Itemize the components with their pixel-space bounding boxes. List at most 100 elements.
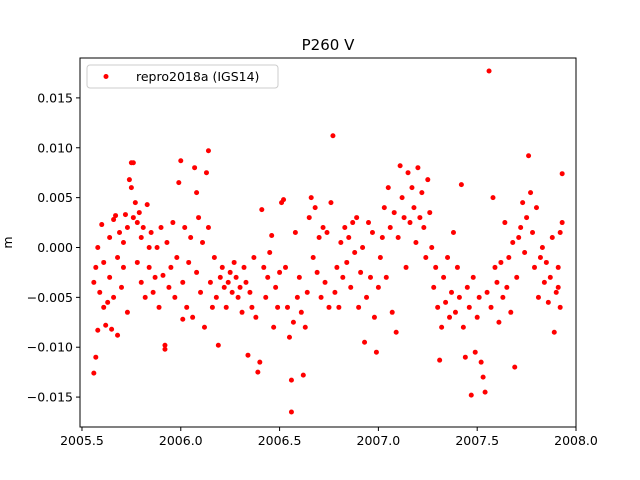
data-point xyxy=(158,225,164,231)
data-point xyxy=(328,200,334,206)
y-axis-ticks: 0.015 0.010 0.005 0.000 −0.005 −0.010 −0.015 xyxy=(27,90,80,405)
data-point xyxy=(464,284,470,290)
data-point xyxy=(196,215,202,221)
data-point xyxy=(229,289,235,295)
data-point xyxy=(332,289,338,295)
data-point xyxy=(549,235,555,241)
data-point xyxy=(152,274,158,280)
data-point xyxy=(292,230,298,236)
y-axis-label: m xyxy=(0,236,15,248)
data-point xyxy=(439,324,445,330)
data-point xyxy=(91,279,97,285)
data-point xyxy=(407,220,413,226)
data-point xyxy=(166,284,172,290)
data-point xyxy=(124,309,130,315)
data-point xyxy=(194,190,200,196)
data-point xyxy=(192,165,198,171)
x-tick-label: 2007.0 xyxy=(357,433,401,448)
legend-marker xyxy=(103,74,109,79)
data-point xyxy=(140,225,146,231)
data-point xyxy=(433,264,439,270)
data-point xyxy=(288,377,294,383)
data-point xyxy=(136,210,142,216)
data-point xyxy=(176,180,182,186)
data-point xyxy=(294,294,300,300)
data-point xyxy=(298,309,304,315)
data-point xyxy=(286,334,292,340)
data-point xyxy=(201,324,207,330)
data-point xyxy=(241,264,247,270)
data-point xyxy=(362,339,368,345)
data-point xyxy=(476,294,482,300)
data-point xyxy=(387,225,393,231)
data-point xyxy=(346,235,352,241)
data-point xyxy=(146,264,152,270)
data-point xyxy=(354,215,360,221)
data-point xyxy=(207,279,213,285)
data-point xyxy=(472,349,478,355)
data-point xyxy=(369,230,375,236)
data-point xyxy=(373,349,379,355)
data-point xyxy=(371,314,377,320)
data-point xyxy=(468,392,474,398)
data-point xyxy=(437,357,443,363)
data-point xyxy=(443,299,449,305)
data-point xyxy=(366,220,372,226)
data-point xyxy=(510,240,516,245)
data-point xyxy=(302,324,308,330)
data-point xyxy=(389,309,395,315)
data-point xyxy=(107,235,113,241)
data-point xyxy=(508,309,514,315)
legend-entry-label: repro2018a (IGS14) xyxy=(136,69,259,84)
data-point xyxy=(427,210,433,216)
data-point xyxy=(348,284,354,290)
data-point xyxy=(160,272,166,278)
data-point xyxy=(115,332,121,338)
data-point xyxy=(352,249,358,255)
data-point xyxy=(300,372,306,378)
data-point xyxy=(162,346,168,352)
data-point xyxy=(381,205,387,211)
data-point xyxy=(537,254,543,260)
data-point xyxy=(186,259,192,265)
data-point xyxy=(237,284,243,290)
data-point xyxy=(213,294,219,300)
data-point xyxy=(138,235,144,241)
data-point xyxy=(498,259,504,265)
data-point xyxy=(162,342,168,348)
data-point xyxy=(168,264,174,270)
data-point xyxy=(122,212,128,218)
data-point xyxy=(528,190,534,196)
data-point xyxy=(93,354,99,360)
data-point xyxy=(130,215,136,221)
data-point xyxy=(233,274,239,280)
data-point xyxy=(340,274,346,280)
data-point xyxy=(128,185,134,191)
data-point xyxy=(130,160,136,166)
data-point xyxy=(462,354,468,360)
data-point xyxy=(478,359,484,365)
data-point xyxy=(273,284,279,290)
data-point xyxy=(342,225,348,231)
data-point xyxy=(466,304,472,310)
data-point xyxy=(227,269,233,275)
data-point xyxy=(441,274,447,280)
data-point xyxy=(358,269,364,275)
data-point xyxy=(113,213,119,219)
data-points xyxy=(91,68,565,415)
data-point xyxy=(551,329,557,335)
data-point xyxy=(251,254,257,260)
data-point xyxy=(401,215,407,221)
data-point xyxy=(409,185,415,191)
data-point xyxy=(452,309,458,315)
data-point xyxy=(413,240,419,245)
data-point xyxy=(124,225,130,231)
data-point xyxy=(119,284,124,290)
data-point xyxy=(288,409,294,415)
data-point xyxy=(205,225,211,231)
data-point xyxy=(103,322,109,328)
data-point xyxy=(405,170,411,176)
data-point xyxy=(101,259,107,265)
data-point xyxy=(336,304,342,310)
